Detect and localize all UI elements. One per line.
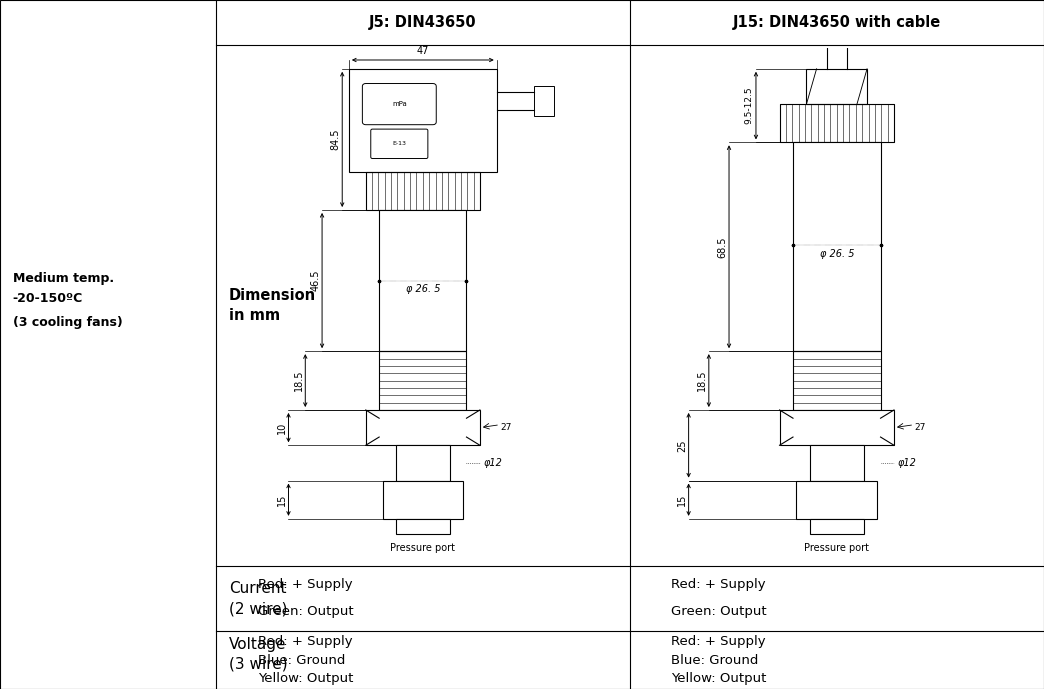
Text: 15: 15 bbox=[277, 493, 287, 506]
Text: Red: + Supply: Red: + Supply bbox=[258, 635, 353, 648]
Bar bbox=[365, 172, 480, 210]
Text: Yellow: Output: Yellow: Output bbox=[258, 672, 353, 685]
Text: Medium temp.: Medium temp. bbox=[13, 271, 114, 285]
Text: Blue: Ground: Blue: Ground bbox=[258, 654, 346, 666]
FancyBboxPatch shape bbox=[371, 129, 428, 158]
Text: 18.5: 18.5 bbox=[697, 370, 707, 391]
Bar bbox=[780, 410, 894, 445]
Text: Dimension: Dimension bbox=[229, 288, 315, 302]
Text: Pressure port: Pressure port bbox=[804, 543, 870, 553]
Bar bbox=[365, 410, 480, 445]
Text: 18.5: 18.5 bbox=[293, 370, 304, 391]
Bar bbox=[780, 104, 894, 143]
Bar bbox=[533, 86, 553, 116]
Text: Red: + Supply: Red: + Supply bbox=[671, 579, 766, 591]
Text: (3 wire): (3 wire) bbox=[229, 656, 287, 671]
Bar bbox=[806, 69, 868, 104]
Text: φ12: φ12 bbox=[483, 458, 502, 468]
Bar bbox=[810, 519, 863, 533]
Text: Current: Current bbox=[229, 581, 286, 596]
Text: J15: DIN43650 with cable: J15: DIN43650 with cable bbox=[733, 15, 941, 30]
Text: 27: 27 bbox=[500, 423, 512, 432]
Text: Green: Output: Green: Output bbox=[258, 605, 354, 617]
Text: φ 26. 5: φ 26. 5 bbox=[405, 285, 441, 294]
Text: 10: 10 bbox=[277, 422, 287, 434]
Text: Red: + Supply: Red: + Supply bbox=[671, 635, 766, 648]
Text: 47: 47 bbox=[417, 45, 429, 56]
Text: Yellow: Output: Yellow: Output bbox=[671, 672, 766, 685]
FancyBboxPatch shape bbox=[362, 83, 436, 125]
Text: 84.5: 84.5 bbox=[331, 129, 340, 150]
Text: (3 cooling fans): (3 cooling fans) bbox=[13, 316, 122, 329]
Text: E-13: E-13 bbox=[393, 141, 406, 146]
Text: 68.5: 68.5 bbox=[717, 236, 728, 258]
Bar bbox=[396, 519, 450, 533]
Text: Blue: Ground: Blue: Ground bbox=[671, 654, 759, 666]
Text: -20-150ºC: -20-150ºC bbox=[13, 292, 82, 305]
Text: φ 26. 5: φ 26. 5 bbox=[820, 249, 854, 259]
Text: Pressure port: Pressure port bbox=[390, 543, 455, 553]
FancyBboxPatch shape bbox=[349, 69, 497, 172]
Bar bbox=[793, 351, 880, 410]
Text: 15: 15 bbox=[677, 493, 687, 506]
Text: 25: 25 bbox=[677, 439, 687, 451]
Text: (2 wire): (2 wire) bbox=[229, 601, 287, 617]
Text: Green: Output: Green: Output bbox=[671, 605, 767, 617]
Text: in mm: in mm bbox=[229, 309, 280, 323]
Bar bbox=[379, 210, 467, 351]
Bar bbox=[382, 480, 464, 519]
Bar bbox=[396, 445, 450, 480]
Bar bbox=[379, 351, 467, 410]
Text: Red: + Supply: Red: + Supply bbox=[258, 579, 353, 591]
Text: mPa: mPa bbox=[392, 101, 407, 107]
Text: 27: 27 bbox=[915, 423, 926, 432]
Text: 46.5: 46.5 bbox=[310, 270, 321, 291]
Bar bbox=[810, 445, 863, 480]
Bar bbox=[797, 480, 877, 519]
Text: 9.5-12.5: 9.5-12.5 bbox=[744, 87, 754, 125]
Text: Voltage: Voltage bbox=[229, 637, 286, 652]
Text: J5: DIN43650: J5: DIN43650 bbox=[369, 15, 477, 30]
Text: φ12: φ12 bbox=[898, 458, 917, 468]
Bar bbox=[793, 143, 880, 351]
